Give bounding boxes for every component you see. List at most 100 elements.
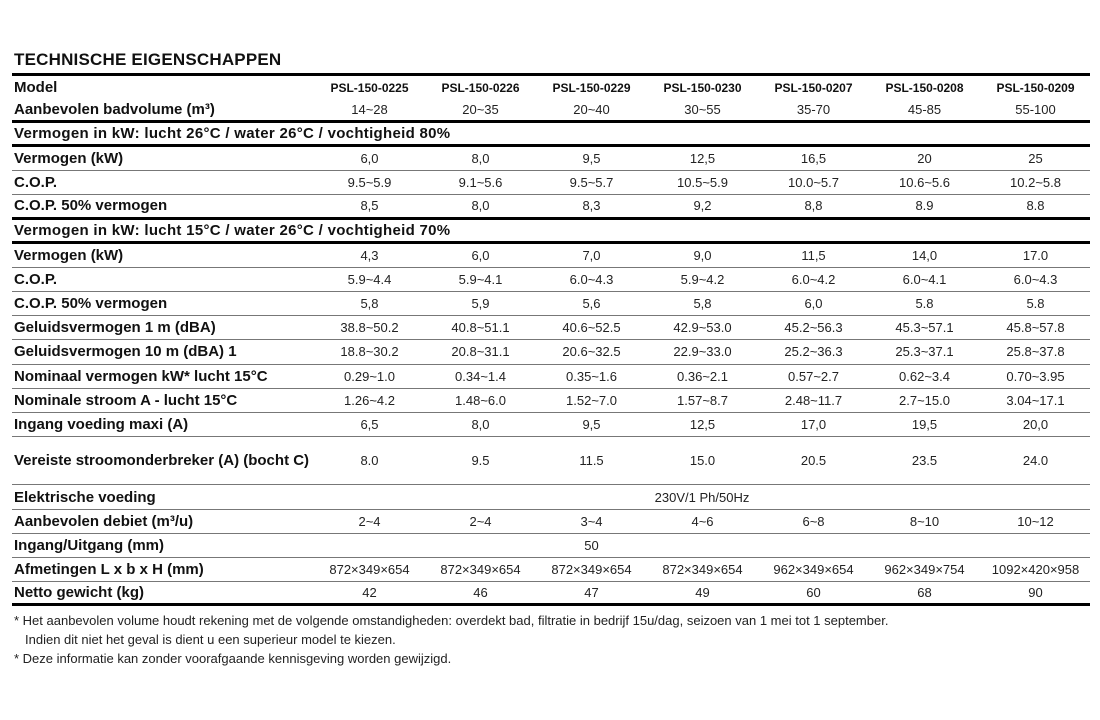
cell-value: 35-70 bbox=[796, 102, 831, 118]
row-label: Aanbevolen debiet (m³/u) bbox=[14, 512, 194, 530]
cell-value: 11,5 bbox=[801, 247, 826, 263]
model-header: PSL-150-0230 bbox=[663, 80, 742, 95]
cell-value: 30~55 bbox=[684, 102, 721, 118]
merged-cell-value: 230V/1 Ph/50Hz bbox=[654, 489, 750, 505]
cell-value: 6,5 bbox=[360, 416, 379, 432]
cell-value: 9.5~5.7 bbox=[569, 175, 614, 191]
cell-value: 14,0 bbox=[911, 247, 938, 263]
cell-value: 14~28 bbox=[351, 102, 388, 118]
cell-value: 8.9 bbox=[915, 198, 934, 214]
cell-value: 55-100 bbox=[1015, 102, 1056, 118]
cell-value: 25.3~37.1 bbox=[895, 344, 954, 360]
cell-value: 42.9~53.0 bbox=[673, 320, 732, 336]
cell-value: 25.2~36.3 bbox=[784, 344, 843, 360]
footnotes: * Het aanbevolen volume houdt rekening m… bbox=[14, 611, 888, 668]
cell-value: 8,0 bbox=[471, 416, 490, 432]
cell-value: 46 bbox=[473, 585, 488, 601]
cell-value: 8,8 bbox=[804, 198, 823, 214]
header-row: Aanbevolen badvolume (m³) 14~28 20~35 20~40… bbox=[12, 100, 1090, 123]
model-header: PSL-150-0207 bbox=[774, 80, 853, 95]
cell-value: 23.5 bbox=[911, 453, 938, 469]
row-label: Ingang voeding maxi (A) bbox=[14, 415, 189, 433]
cell-value: 45.2~56.3 bbox=[784, 320, 843, 336]
footnote: * Het aanbevolen volume houdt rekening m… bbox=[14, 613, 889, 628]
cell-value: 6.0~4.1 bbox=[902, 271, 947, 287]
cell-value: 17.0 bbox=[1022, 247, 1049, 263]
cell-value: 10.5~5.9 bbox=[677, 175, 728, 191]
cell-value: 3~4 bbox=[580, 513, 603, 529]
row-label: Vermogen (kW) bbox=[14, 150, 124, 168]
cell-value: 68 bbox=[917, 585, 932, 601]
table-row: C.O.P. 50% vermogen 8,5 8,0 8,3 9,2 8,8 8.9 8.8 bbox=[12, 195, 1090, 220]
cell-value: 1.48~6.0 bbox=[455, 392, 506, 408]
row-label: Model bbox=[14, 79, 58, 97]
table-row: C.O.P. 50% vermogen 5,8 5,9 5,6 5,8 6,0 5.8 5.8 bbox=[12, 292, 1090, 317]
cell-value: 11.5 bbox=[579, 453, 604, 469]
cell-value: 47 bbox=[584, 585, 599, 601]
cell-value: 8~10 bbox=[909, 513, 940, 529]
row-label: C.O.P. 50% vermogen bbox=[14, 295, 168, 313]
spec-table: Model PSL-150-0225 PSL-150-0226 PSL-150-022… bbox=[12, 73, 1090, 607]
cell-value: 0.70~3.95 bbox=[1006, 368, 1065, 384]
cell-value: 10.2~5.8 bbox=[1010, 175, 1061, 191]
cell-value: 9.1~5.6 bbox=[458, 175, 503, 191]
table-row: Elektrische voeding 230V/1 Ph/50Hz bbox=[12, 485, 1090, 510]
footnote: Indien dit niet het geval is dient u een… bbox=[25, 632, 396, 647]
cell-value: 10.6~5.6 bbox=[899, 175, 950, 191]
cell-value: 45.3~57.1 bbox=[895, 320, 954, 336]
cell-value: 6.0~4.3 bbox=[569, 271, 614, 287]
cell-value: 0.62~3.4 bbox=[899, 368, 950, 384]
cell-value: 6.0~4.2 bbox=[791, 271, 836, 287]
table-row: Netto gewicht (kg) 42 46 47 49 60 68 90 bbox=[12, 582, 1090, 607]
header-row: Model PSL-150-0225 PSL-150-0226 PSL-150-022… bbox=[12, 76, 1090, 100]
cell-value: 4,3 bbox=[360, 247, 379, 263]
cell-value: 22.9~33.0 bbox=[673, 344, 732, 360]
cell-value: 872×349×654 bbox=[551, 562, 632, 578]
cell-value: 8,5 bbox=[360, 198, 379, 214]
cell-value: 25.8~37.8 bbox=[1006, 344, 1065, 360]
cell-value: 16,5 bbox=[800, 151, 827, 167]
cell-value: 45-85 bbox=[907, 102, 942, 118]
cell-value: 12,5 bbox=[689, 151, 716, 167]
table-row: Aanbevolen debiet (m³/u) 2~4 2~4 3~4 4~6 6~8 8… bbox=[12, 510, 1090, 534]
cell-value: 1.57~8.7 bbox=[677, 392, 728, 408]
cell-value: 10~12 bbox=[1017, 513, 1054, 529]
cell-value: 8,0 bbox=[471, 151, 490, 167]
model-header: PSL-150-0229 bbox=[552, 80, 631, 95]
cell-value: 6~8 bbox=[802, 513, 825, 529]
row-label: C.O.P. bbox=[14, 270, 58, 288]
model-header: PSL-150-0208 bbox=[885, 80, 964, 95]
table-row: Nominale stroom A - lucht 15°C 1.26~4.2 1.… bbox=[12, 389, 1090, 413]
cell-value: 9.5 bbox=[471, 453, 490, 469]
cell-value: 6.0~4.3 bbox=[1013, 271, 1058, 287]
cell-value: 9,5 bbox=[582, 416, 601, 432]
cell-value: 25 bbox=[1028, 151, 1043, 167]
row-label: Vereiste stroomonderbreker (A) (bocht C) bbox=[14, 452, 310, 470]
model-header: PSL-150-0209 bbox=[996, 80, 1075, 95]
cell-value: 0.29~1.0 bbox=[344, 368, 395, 384]
table-row: Geluidsvermogen 10 m (dBA) 1 18.8~30.2 20.… bbox=[12, 340, 1090, 365]
cell-value: 20.6~32.5 bbox=[562, 344, 621, 360]
row-label: Nominaal vermogen kW* lucht 15°C bbox=[14, 367, 268, 385]
cell-value: 18.8~30.2 bbox=[340, 344, 399, 360]
cell-value: 5.9~4.4 bbox=[347, 271, 392, 287]
cell-value: 1092×420×958 bbox=[991, 562, 1080, 578]
cell-value: 0.35~1.6 bbox=[566, 368, 617, 384]
cell-value: 3.04~17.1 bbox=[1006, 392, 1065, 408]
row-label: Netto gewicht (kg) bbox=[14, 584, 144, 602]
cell-value: 20,0 bbox=[1022, 416, 1049, 432]
cell-value: 20~35 bbox=[462, 102, 499, 118]
cell-value: 872×349×654 bbox=[440, 562, 521, 578]
row-label: C.O.P. bbox=[14, 174, 58, 192]
cell-value: 0.36~2.1 bbox=[677, 368, 728, 384]
page-title: TECHNISCHE EIGENSCHAPPEN bbox=[14, 50, 282, 69]
cell-value: 872×349×654 bbox=[662, 562, 743, 578]
cell-value: 0.57~2.7 bbox=[788, 368, 839, 384]
cell-value: 20 bbox=[917, 151, 932, 167]
cell-value: 5,8 bbox=[360, 296, 379, 312]
section-title: Vermogen in kW: lucht 15°C / water 26°C … bbox=[14, 221, 451, 239]
cell-value: 8,0 bbox=[471, 198, 490, 214]
cell-value: 9,0 bbox=[693, 247, 712, 263]
cell-value: 6,0 bbox=[471, 247, 490, 263]
footnote: * Deze informatie kan zonder voorafgaand… bbox=[14, 651, 452, 666]
